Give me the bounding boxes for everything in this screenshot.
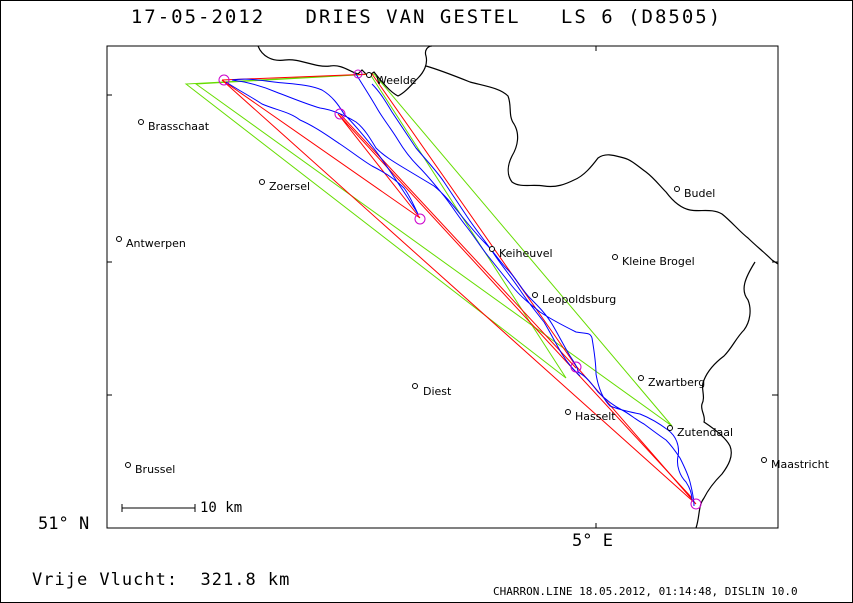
flight-distance: Vrije Vlucht: 321.8 km [32, 570, 291, 590]
turnpoint-weelde [353, 69, 363, 79]
city-label-weelde: Weelde [376, 74, 417, 87]
turnpoint-finish [690, 498, 702, 510]
credit-line: CHARRON.LINE 18.05.2012, 01:14:48, DISLI… [493, 585, 798, 598]
plot-frame [106, 45, 779, 529]
city-label-brasschaat: Brasschaat [148, 120, 210, 133]
axis-ticks [107, 46, 778, 528]
turnpoint-3 [414, 213, 426, 225]
city-label-zwartberg: Zwartberg [648, 376, 706, 389]
city-label-keiheuvel: Keiheuvel [499, 247, 553, 260]
city-label-antwerpen: Antwerpen [126, 237, 186, 250]
scale-bar [121, 504, 196, 512]
turnpoint-2 [334, 108, 346, 120]
city-label-leopoldsburg: Leopoldsburg [542, 293, 617, 306]
city-label-diest: Diest [423, 385, 452, 398]
city-label-zutendaal: Zutendaal [677, 426, 734, 439]
scale-label: 10 km [200, 500, 243, 516]
task-lines-green [184, 73, 673, 427]
city-label-brussel: Brussel [135, 463, 176, 476]
turnpoint-4 [570, 361, 582, 373]
task-lines-red [221, 73, 697, 505]
longitude-label: 5° E [572, 531, 613, 551]
city-markers [116, 72, 767, 468]
city-label-maastricht: Maastricht [771, 458, 829, 471]
turnpoint-start [218, 74, 230, 86]
city-label-hasselt: Hasselt [575, 410, 616, 423]
latitude-label: 51° N [38, 514, 90, 534]
country-border [257, 45, 779, 529]
page-title: 17-05-2012 DRIES VAN GESTEL LS 6 (D8505) [130, 6, 723, 28]
city-label-kleine-brogel: Kleine Brogel [622, 255, 695, 268]
turnpoints [218, 69, 702, 510]
flight-track [225, 73, 695, 507]
city-label-budel: Budel [684, 187, 716, 200]
city-label-zoersel: Zoersel [269, 180, 311, 193]
